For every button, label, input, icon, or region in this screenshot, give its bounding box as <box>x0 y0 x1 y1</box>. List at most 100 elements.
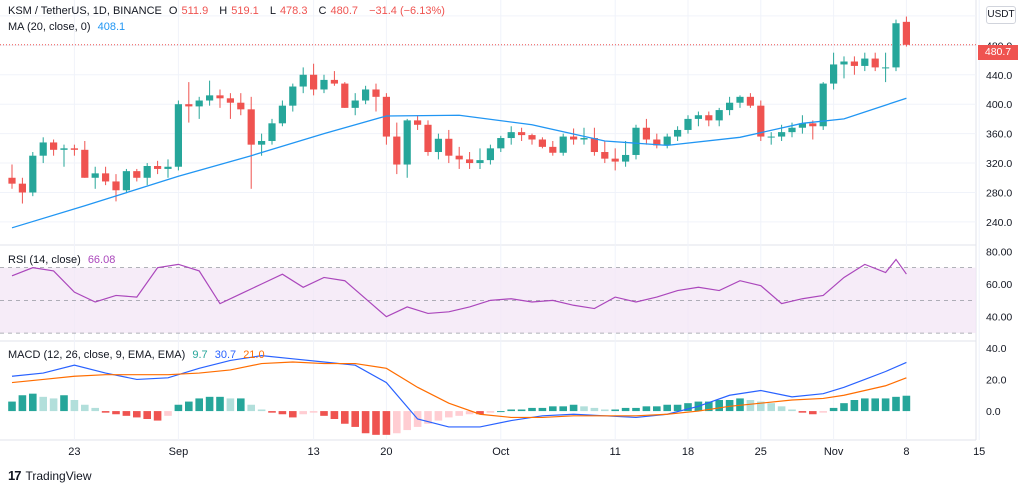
x-tick-label: 23 <box>68 446 80 458</box>
candle <box>164 159 172 178</box>
macd-histogram-bar <box>382 411 391 435</box>
candle-body <box>642 127 650 140</box>
currency-button[interactable]: USDT <box>986 6 1016 24</box>
price-tick-label: 360.0 <box>986 129 1012 141</box>
price-legend: KSM / TetherUS, 1D, BINANCE O 511.9 H 519.… <box>8 4 449 18</box>
candle-body <box>70 148 78 150</box>
candle-body <box>351 100 359 108</box>
candle-body <box>164 166 172 169</box>
candle-body <box>403 120 411 165</box>
tradingview-branding[interactable]: 17 TradingView <box>8 468 92 483</box>
price-tick-label: 240.0 <box>986 217 1012 229</box>
candle <box>559 133 567 156</box>
macd-histogram-bar <box>174 404 183 412</box>
macd-histogram-bar <box>809 411 817 415</box>
candle-body <box>497 138 505 149</box>
low-value: 478.3 <box>279 5 308 17</box>
ma-line <box>11 97 907 229</box>
candle <box>8 164 16 189</box>
macd-histogram-bar <box>621 407 630 412</box>
macd-histogram-bar <box>403 411 411 431</box>
macd-value: 30.7 <box>214 349 237 361</box>
candle-body <box>549 146 557 153</box>
macd-histogram-bar <box>829 407 838 412</box>
candle-body <box>122 171 130 191</box>
candle <box>206 80 214 106</box>
candle-body <box>746 96 754 106</box>
candle-body <box>268 123 276 141</box>
candle-body <box>486 148 494 161</box>
candle <box>653 133 661 149</box>
x-tick-label: 11 <box>609 446 620 458</box>
candle <box>663 133 671 149</box>
candle-body <box>559 136 567 153</box>
candle-body <box>590 138 598 153</box>
macd-histogram-bar <box>70 400 79 412</box>
macd-histogram-bar <box>143 411 151 419</box>
candle <box>684 115 692 134</box>
candle <box>434 133 442 160</box>
candle <box>237 93 245 116</box>
candle-body <box>289 86 297 106</box>
candle <box>642 118 650 145</box>
macd-histogram-bar <box>757 401 765 412</box>
macd-pane <box>8 355 911 435</box>
candle-body <box>830 64 838 84</box>
x-tick-label: Oct <box>492 446 509 458</box>
macd-histogram-bar <box>705 401 713 412</box>
rsi-label: RSI (14, close) <box>8 254 81 266</box>
candle-body <box>154 166 162 169</box>
candle <box>133 168 141 182</box>
candle <box>414 115 422 130</box>
high-label: H <box>219 5 228 17</box>
candle <box>174 100 182 171</box>
candle-body <box>18 183 26 193</box>
candle-body <box>195 100 203 107</box>
macd-histogram-bar <box>861 398 869 412</box>
candle <box>247 96 255 189</box>
x-tick-label: Nov <box>824 446 844 458</box>
candle <box>518 127 526 141</box>
rsi-legend: RSI (14, close) 66.08 <box>8 253 119 267</box>
macd-histogram-bar <box>445 411 453 418</box>
macd-histogram-bar <box>788 409 796 412</box>
candle <box>840 56 848 79</box>
macd-tick-label: 40.0 <box>986 343 1007 355</box>
candle <box>538 137 546 149</box>
rsi-tick-label: 80.00 <box>986 246 1012 258</box>
candle-body <box>476 160 484 164</box>
macd-histogram-bar <box>902 395 911 412</box>
candle <box>393 122 401 175</box>
candle <box>102 166 110 186</box>
x-tick-label: 25 <box>755 446 767 458</box>
macd-histogram-bar <box>465 411 474 415</box>
candle-body <box>112 181 120 191</box>
candle-body <box>362 89 370 101</box>
macd-histogram-bar <box>185 401 193 412</box>
candle <box>195 96 203 119</box>
macd-histogram-bar <box>257 409 266 412</box>
candle-body <box>653 139 661 146</box>
candle-body <box>414 120 422 125</box>
candle <box>746 93 754 108</box>
macd-histogram-bar <box>153 411 162 421</box>
open-value: 511.9 <box>181 5 209 17</box>
candle <box>674 126 682 141</box>
rsi-value: 66.08 <box>87 254 116 266</box>
x-tick-label: Sep <box>169 446 189 458</box>
macd-histogram-bar <box>205 396 214 412</box>
macd-histogram-bar <box>91 407 99 412</box>
candle <box>70 144 78 156</box>
candle <box>154 160 162 175</box>
candle-body <box>143 166 151 178</box>
macd-histogram-bar <box>611 409 619 412</box>
candle <box>622 140 630 167</box>
x-tick-label: 20 <box>380 446 392 458</box>
signal-line <box>11 361 907 419</box>
candle <box>29 152 37 197</box>
candle-body <box>39 142 47 156</box>
macd-histogram-bar <box>393 411 401 434</box>
candle <box>466 152 474 169</box>
candle-body <box>705 115 713 121</box>
